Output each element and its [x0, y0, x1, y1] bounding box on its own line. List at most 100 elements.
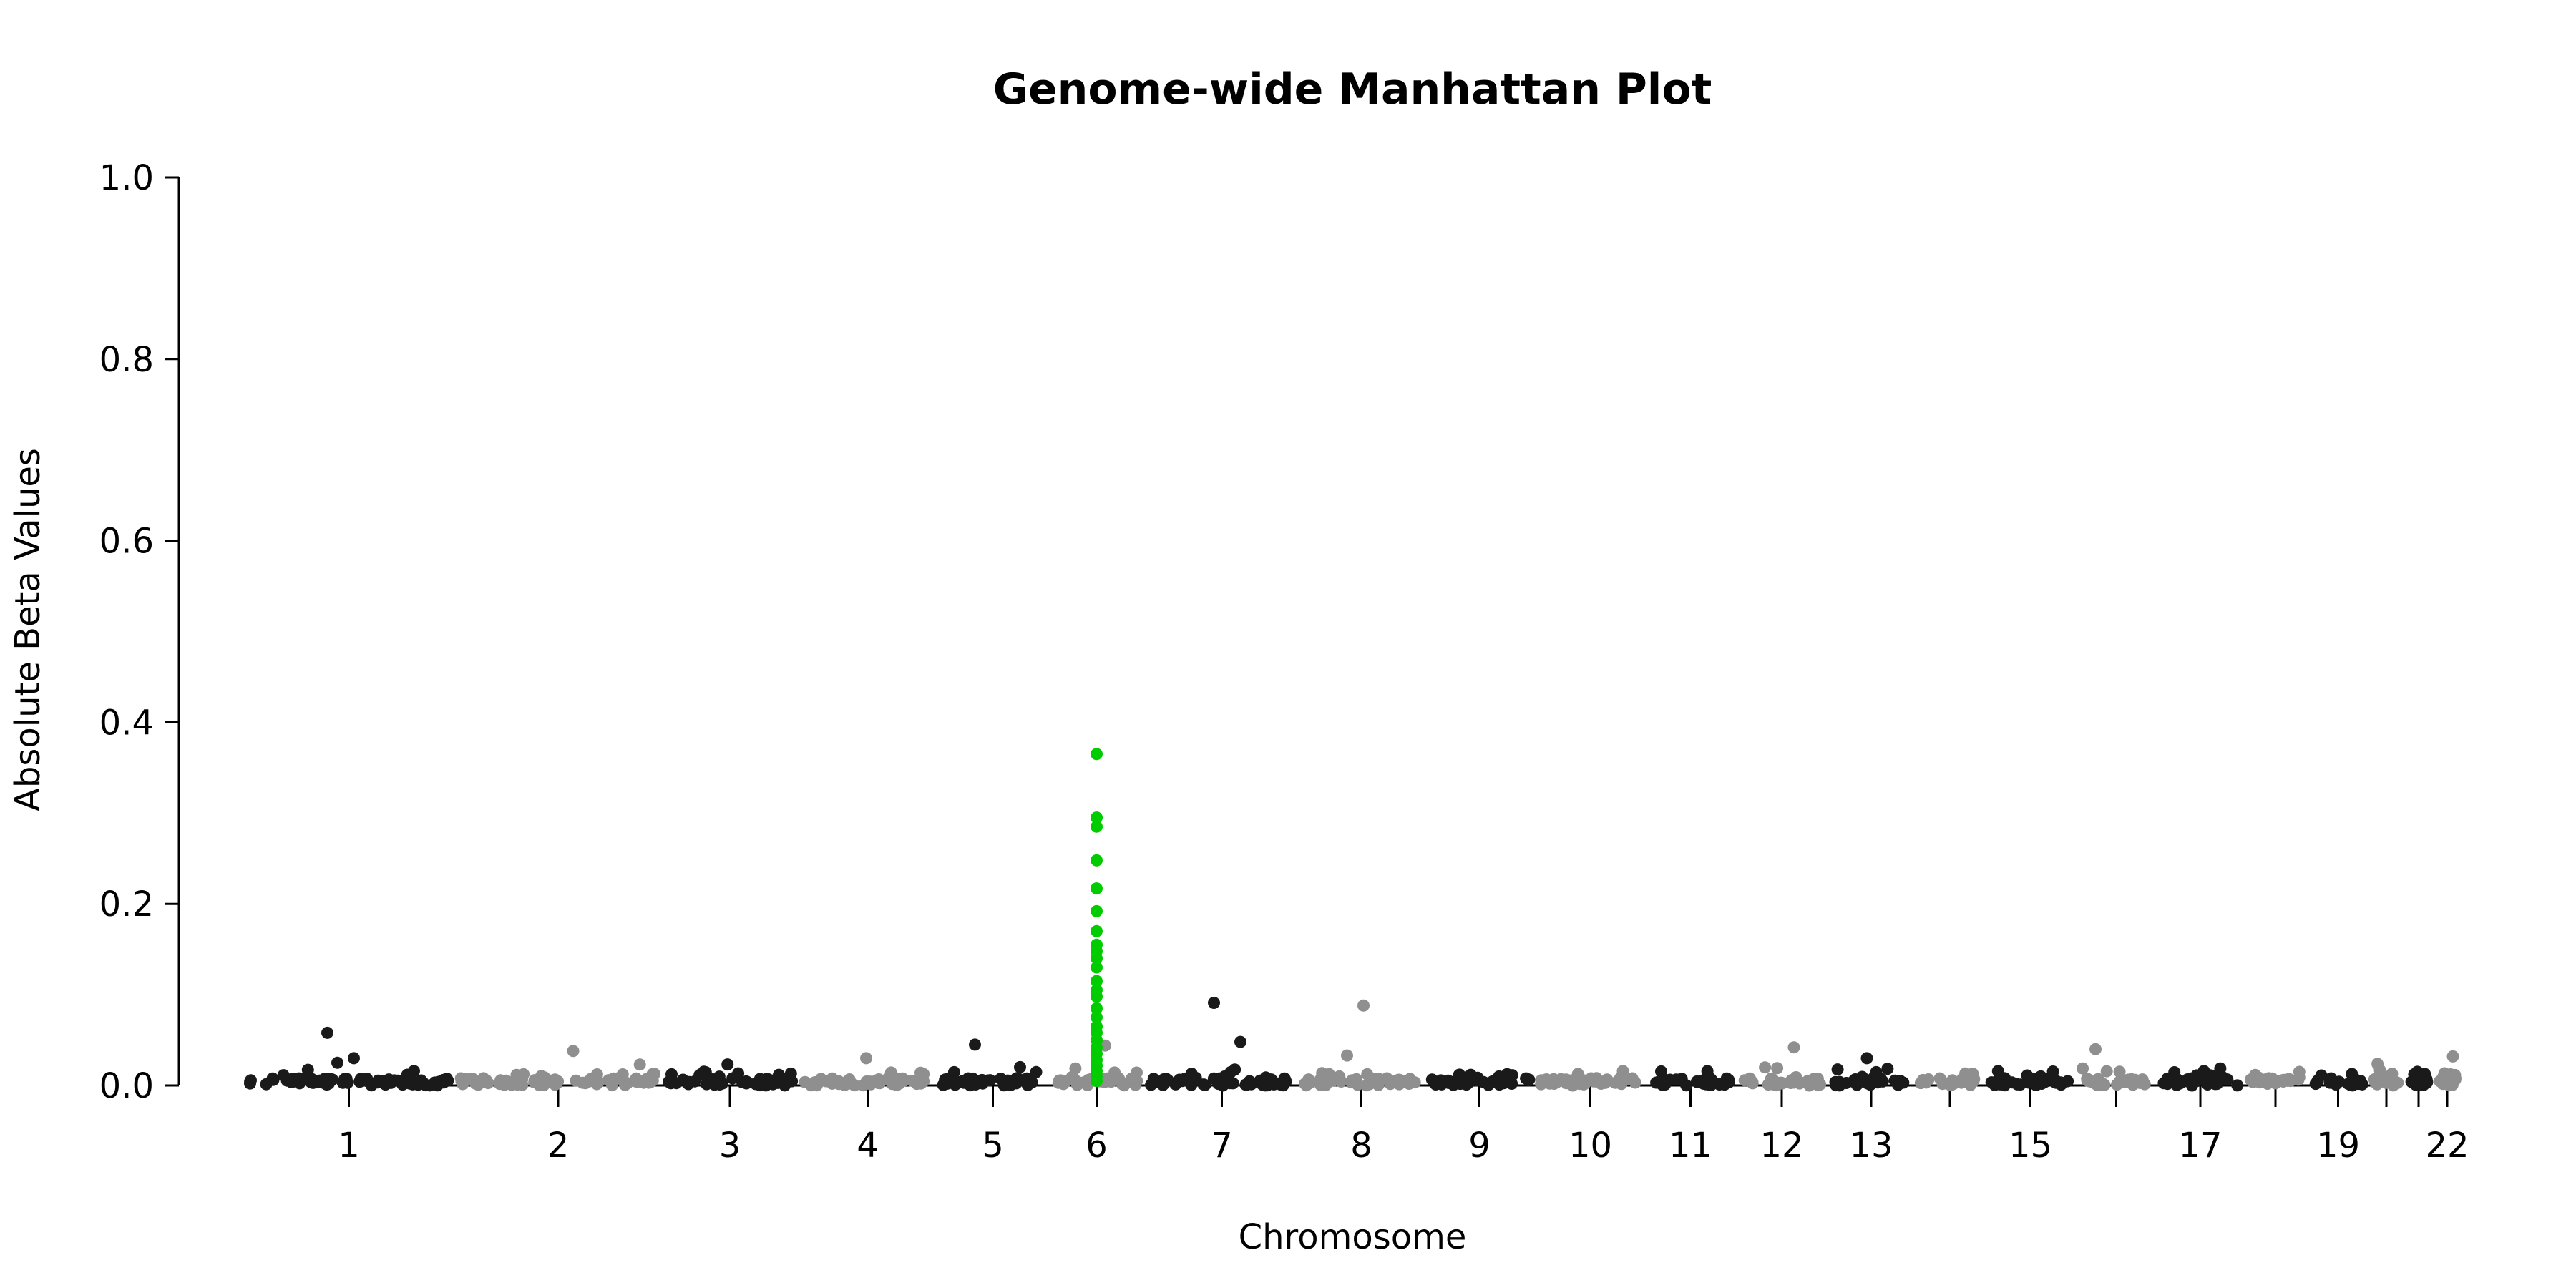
data-point-outlier	[1341, 1049, 1353, 1062]
data-point	[1699, 1075, 1712, 1088]
data-point	[881, 1073, 894, 1085]
data-point	[590, 1068, 603, 1080]
data-point	[914, 1077, 927, 1090]
data-point	[1065, 1070, 1078, 1083]
chart-title: Genome-wide Manhattan Plot	[993, 64, 1712, 114]
data-point	[2031, 1075, 2044, 1088]
data-point	[2221, 1073, 2234, 1086]
highlight-point	[1091, 904, 1103, 917]
data-point	[528, 1076, 541, 1089]
highlight-point	[1091, 820, 1103, 833]
data-point	[301, 1063, 314, 1076]
data-point	[630, 1072, 643, 1085]
data-point	[1316, 1067, 1329, 1080]
x-tick-label: 10	[1568, 1126, 1612, 1166]
data-point	[1775, 1077, 1788, 1090]
data-point	[1650, 1076, 1663, 1089]
data-point	[2049, 1076, 2062, 1089]
data-point	[1831, 1063, 1844, 1076]
data-point	[2284, 1075, 2297, 1088]
data-point	[2266, 1075, 2278, 1087]
data-point	[1189, 1071, 1202, 1084]
data-point	[581, 1075, 594, 1088]
data-point	[1361, 1068, 1374, 1080]
data-point	[1985, 1076, 1998, 1089]
data-point	[1999, 1079, 2011, 1092]
data-point	[1765, 1072, 1777, 1085]
data-point	[2077, 1062, 2089, 1075]
data-point	[1571, 1073, 1584, 1086]
data-point	[2325, 1072, 2338, 1085]
data-point	[1279, 1075, 1292, 1088]
x-tick-label: 19	[2316, 1126, 2360, 1166]
data-point	[1030, 1065, 1043, 1078]
data-point	[1025, 1076, 1038, 1089]
data-point-outlier	[2089, 1043, 2102, 1055]
x-tick-label: 17	[2178, 1126, 2222, 1166]
x-tick-label: 2	[547, 1126, 570, 1166]
data-point	[1363, 1078, 1376, 1091]
data-point	[1169, 1078, 1182, 1091]
data-point	[1054, 1074, 1067, 1087]
data-point	[970, 1075, 983, 1088]
data-point	[2014, 1078, 2026, 1091]
x-tick-label: 22	[2425, 1126, 2469, 1166]
data-point	[341, 1076, 354, 1089]
highlight-point	[1091, 924, 1103, 937]
data-point	[841, 1076, 854, 1089]
data-point-outlier	[1234, 1035, 1246, 1048]
data-point	[721, 1058, 734, 1071]
data-point	[429, 1076, 441, 1089]
data-point	[2446, 1078, 2459, 1091]
data-point	[677, 1073, 689, 1086]
data-point	[945, 1075, 957, 1088]
data-point	[619, 1078, 631, 1091]
data-point	[1938, 1077, 1951, 1090]
y-tick-label: 0.6	[99, 522, 154, 562]
data-point	[1964, 1078, 1977, 1091]
data-point	[1147, 1073, 1160, 1085]
data-point-outlier	[860, 1052, 872, 1065]
data-point	[494, 1074, 507, 1087]
data-point	[570, 1074, 582, 1087]
data-point	[1609, 1076, 1621, 1089]
data-point	[1829, 1075, 1842, 1088]
highlight-point	[1091, 1002, 1103, 1015]
x-tick-label: 15	[2009, 1126, 2052, 1166]
data-point	[1393, 1078, 1406, 1091]
highlight-point	[1091, 1075, 1103, 1088]
data-point	[1333, 1070, 1346, 1083]
data-point-outlier	[1208, 997, 1220, 1009]
data-point	[2087, 1076, 2100, 1089]
data-point	[293, 1077, 306, 1090]
data-point	[2214, 1062, 2227, 1075]
data-point	[2311, 1075, 2324, 1088]
data-point	[1501, 1068, 1513, 1080]
data-point	[2376, 1073, 2389, 1086]
data-point	[1425, 1073, 1438, 1086]
highlight-point	[1091, 882, 1103, 895]
data-point	[2128, 1075, 2141, 1088]
data-point	[1459, 1072, 1472, 1085]
highlight-point	[1091, 952, 1103, 965]
data-point	[391, 1074, 404, 1087]
data-point	[244, 1075, 257, 1088]
data-point	[602, 1074, 615, 1087]
y-axis-label: Absolute Beta Values	[8, 448, 48, 811]
data-point	[2354, 1075, 2367, 1087]
data-point-outlier	[321, 1026, 333, 1039]
data-point	[2157, 1077, 2170, 1090]
data-points	[244, 748, 2462, 1092]
data-point	[441, 1073, 453, 1085]
x-tick-label: 3	[719, 1126, 741, 1166]
data-point	[2231, 1079, 2244, 1092]
data-point	[1404, 1073, 1417, 1085]
y-tick-label: 0.2	[99, 884, 154, 924]
data-point	[643, 1076, 655, 1089]
data-point	[890, 1079, 903, 1091]
data-point	[2170, 1078, 2183, 1091]
data-point	[1522, 1074, 1535, 1086]
data-point	[482, 1077, 494, 1090]
data-point	[1771, 1062, 1784, 1075]
data-point	[2411, 1075, 2424, 1088]
